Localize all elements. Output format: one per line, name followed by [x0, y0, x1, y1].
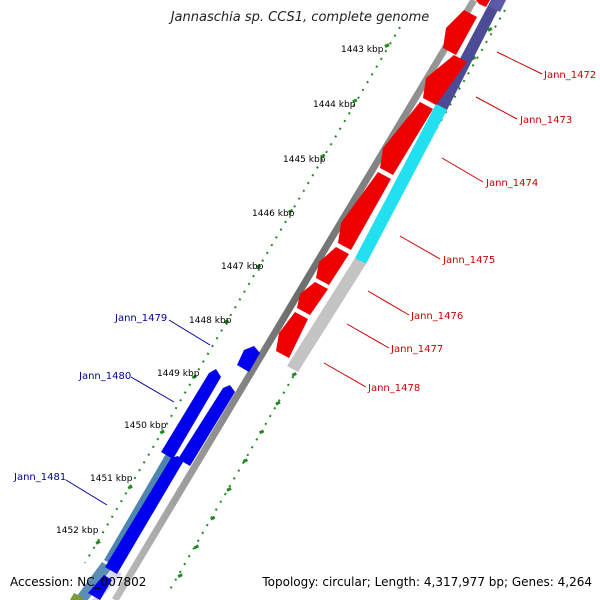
leader-1478: [323, 362, 367, 388]
scale-label-1444: 1444 kbp: [313, 100, 356, 110]
inner-scale-tick: [384, 43, 390, 48]
leader-1475: [399, 235, 441, 260]
cds-arrow-1480b[interactable]: [178, 385, 235, 466]
steel-band-lower: [74, 562, 112, 600]
cds-arrow-1474a[interactable]: [423, 55, 467, 105]
reverse-gene-callouts: [323, 51, 543, 388]
gene-label-1480[interactable]: Jann_1480: [78, 371, 131, 382]
leader-1477: [346, 323, 390, 349]
leader-1479: [168, 319, 211, 346]
dark-band: [436, 0, 503, 110]
outer-scale-tick: [487, 27, 493, 32]
cds-arrow-1473[interactable]: [443, 10, 477, 55]
gene-label-1474[interactable]: Jann_1474: [485, 178, 538, 189]
leader-1472: [496, 51, 543, 75]
cds-arrow-1476[interactable]: [316, 247, 349, 285]
map-title: Jannaschia sp. CCS1, complete genome: [170, 10, 430, 25]
cds-arrow-1481[interactable]: [105, 456, 183, 574]
cds-arrow-1475[interactable]: [338, 172, 391, 250]
scale-label-1449: 1449 kbp: [157, 369, 200, 379]
gene-label-1473[interactable]: Jann_1473: [519, 115, 572, 126]
genome-backbone: [111, 0, 478, 600]
gene-label-1472[interactable]: Jann_1472: [543, 70, 596, 81]
reverse-gene-labels: Jann_1472 Jann_1473 Jann_1474 Jann_1475 …: [367, 70, 596, 394]
gene-label-1477[interactable]: Jann_1477: [390, 344, 443, 355]
outer-scale-tick: [226, 487, 232, 492]
olive-band: [70, 593, 84, 600]
gene-label-1475[interactable]: Jann_1475: [442, 255, 495, 266]
leader-1473: [475, 96, 518, 120]
reverse-cds-arrows: [276, 0, 490, 358]
cds-arrow-1480[interactable]: [161, 369, 221, 459]
outer-scale-tick: [177, 573, 183, 578]
grey-band: [287, 258, 366, 372]
inner-scale-tick: [127, 484, 133, 490]
inner-scale-tick: [191, 374, 198, 380]
outer-scale-tick: [242, 458, 249, 463]
scale-labels: 1443 kbp 1444 kbp 1445 kbp 1446 kbp 1447…: [56, 45, 384, 536]
genome-summary-text: Topology: circular; Length: 4,317,977 bp…: [262, 575, 592, 589]
scale-label-1443: 1443 kbp: [341, 45, 384, 55]
cyan-band: [355, 104, 447, 264]
inner-scale-tick: [287, 208, 294, 214]
leader-1481: [65, 479, 108, 506]
outer-scale-tick: [291, 372, 297, 377]
outer-scale-tick: [210, 515, 216, 521]
gene-label-1476[interactable]: Jann_1476: [410, 311, 463, 322]
leader-1474: [441, 157, 484, 183]
leader-1480: [130, 376, 175, 403]
scale-label-1447: 1447 kbp: [221, 262, 264, 272]
inner-scale-tick: [223, 319, 230, 324]
cds-arrow-1474b[interactable]: [380, 102, 433, 175]
accession-text: Accession: NC_007802: [10, 575, 147, 589]
forward-cds-arrows: [88, 346, 260, 600]
inner-scale-tick: [320, 153, 326, 159]
inner-scale-tick: [352, 98, 358, 104]
inner-scale-tick: [95, 540, 101, 545]
cds-arrow-1477[interactable]: [297, 282, 328, 315]
scale-label-1448: 1448 kbp: [189, 316, 232, 326]
gene-label-1479[interactable]: Jann_1479: [114, 313, 167, 324]
gene-label-1478[interactable]: Jann_1478: [367, 383, 420, 394]
inner-scale-tick: [255, 264, 262, 269]
outer-scale-tick: [193, 544, 200, 550]
scale-label-1452: 1452 kbp: [56, 526, 99, 536]
cds-arrow-1479[interactable]: [237, 346, 260, 372]
forward-gene-callouts: [65, 319, 211, 506]
forward-gene-labels: Jann_1479 Jann_1480 Jann_1481: [13, 313, 167, 483]
scale-label-1450: 1450 kbp: [124, 421, 167, 431]
inner-scale-tick: [159, 429, 165, 435]
scale-label-1445: 1445 kbp: [283, 155, 326, 165]
cds-arrow-1478[interactable]: [276, 312, 308, 358]
scale-label-1451: 1451 kbp: [90, 474, 133, 484]
outer-scale-tick: [258, 429, 265, 435]
gene-label-1481[interactable]: Jann_1481: [13, 472, 66, 483]
cds-arrow-1481b[interactable]: [88, 575, 112, 600]
dark-band-top: [488, 0, 506, 12]
cds-arrow-1472[interactable]: [476, 0, 490, 7]
outer-scale-tick: [275, 400, 281, 406]
leader-1476: [367, 290, 410, 316]
scale-label-1446: 1446 kbp: [252, 209, 295, 219]
